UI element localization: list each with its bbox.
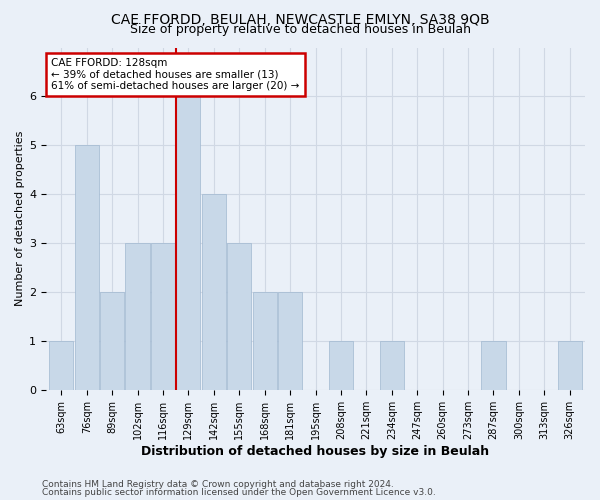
Bar [481, 341, 506, 390]
Y-axis label: Number of detached properties: Number of detached properties [15, 131, 25, 306]
Text: Contains HM Land Registry data © Crown copyright and database right 2024.: Contains HM Land Registry data © Crown c… [42, 480, 394, 489]
Bar [253, 292, 277, 390]
Text: Size of property relative to detached houses in Beulah: Size of property relative to detached ho… [130, 24, 470, 36]
Bar [278, 292, 302, 390]
Text: Contains public sector information licensed under the Open Government Licence v3: Contains public sector information licen… [42, 488, 436, 497]
Bar [125, 243, 149, 390]
Text: CAE FFORDD: 128sqm
← 39% of detached houses are smaller (13)
61% of semi-detache: CAE FFORDD: 128sqm ← 39% of detached hou… [52, 58, 300, 91]
X-axis label: Distribution of detached houses by size in Beulah: Distribution of detached houses by size … [142, 444, 490, 458]
Bar [151, 243, 175, 390]
Bar [380, 341, 404, 390]
Bar [176, 96, 200, 390]
Bar [49, 341, 73, 390]
Bar [202, 194, 226, 390]
Bar [100, 292, 124, 390]
Bar [557, 341, 582, 390]
Text: CAE FFORDD, BEULAH, NEWCASTLE EMLYN, SA38 9QB: CAE FFORDD, BEULAH, NEWCASTLE EMLYN, SA3… [110, 12, 490, 26]
Bar [74, 146, 99, 390]
Bar [329, 341, 353, 390]
Bar [227, 243, 251, 390]
